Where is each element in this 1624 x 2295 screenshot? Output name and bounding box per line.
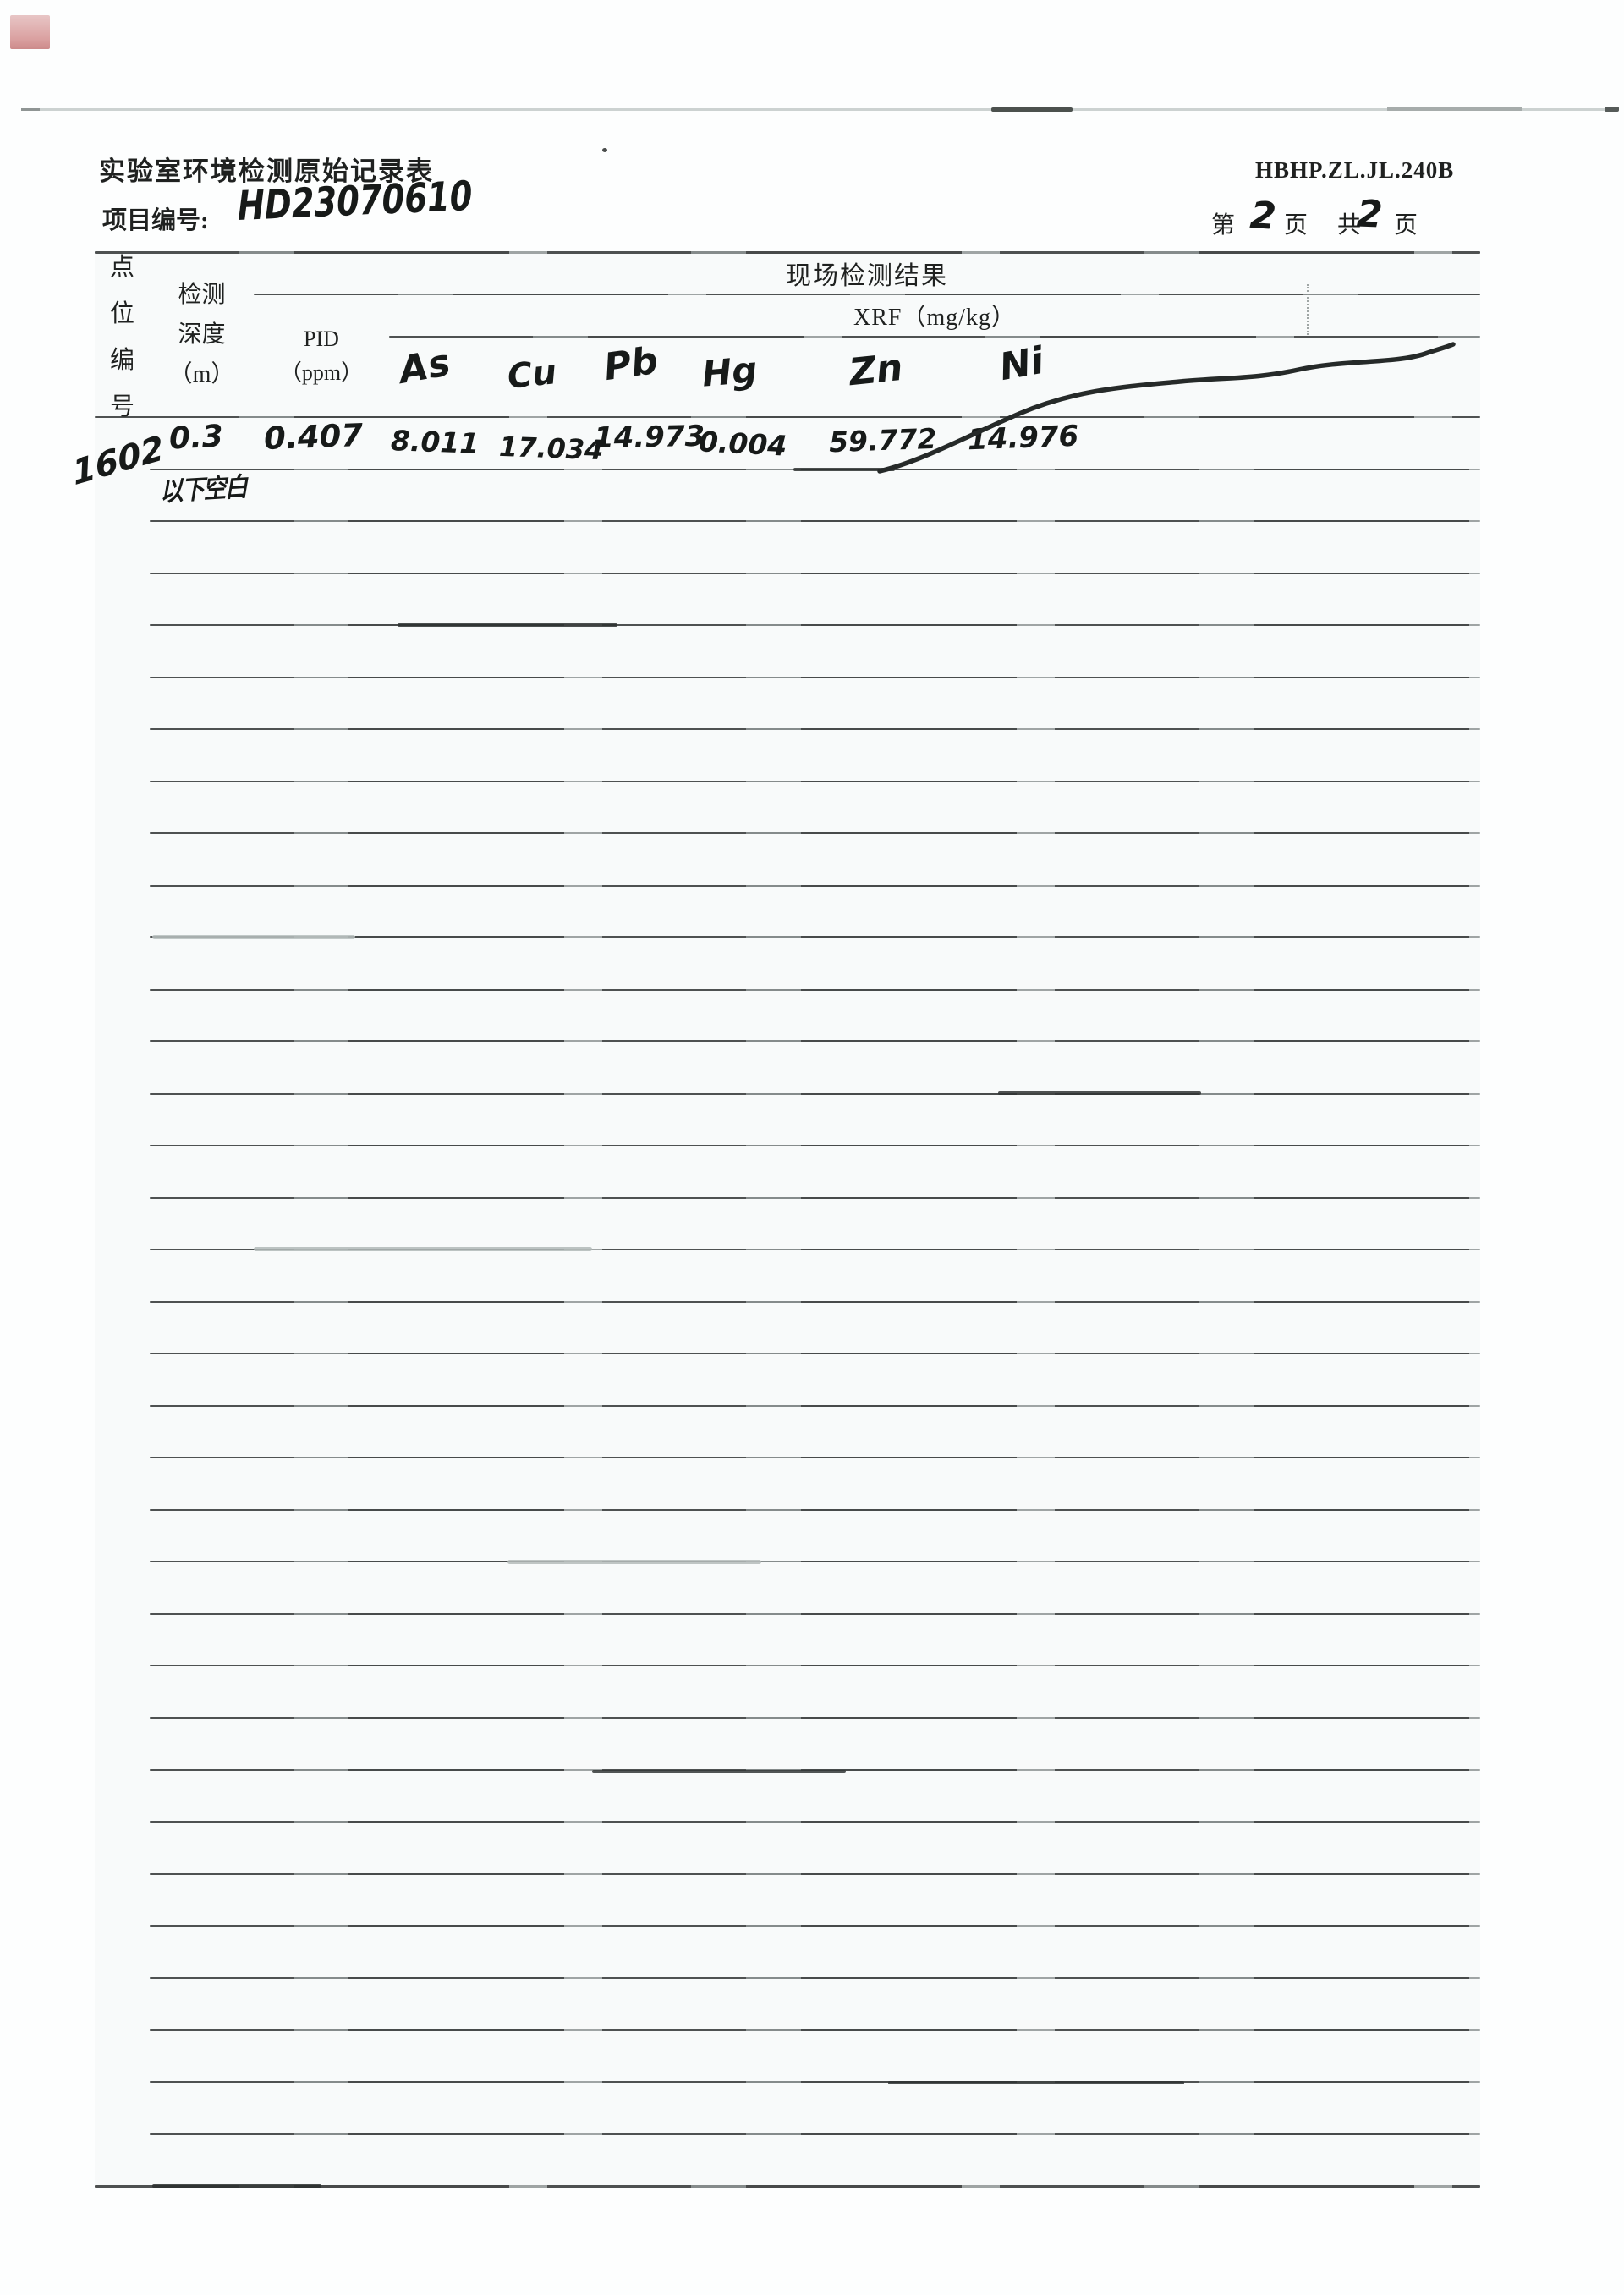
grid-hline xyxy=(150,1040,1480,1042)
grid-hline xyxy=(95,251,1480,254)
depth-value: 0.3 xyxy=(167,419,224,457)
grid-vline xyxy=(595,337,597,2186)
grid-hline xyxy=(150,728,1480,730)
element-header-as: As xyxy=(396,341,454,393)
grid-vline xyxy=(253,252,255,2186)
grid-hline xyxy=(150,884,1480,887)
grid-hline xyxy=(389,336,1480,338)
grid-vline xyxy=(1479,252,1481,2186)
grid-hline xyxy=(150,624,1480,626)
top-rule-right-tick xyxy=(1605,107,1619,112)
hg-value: 0.004 xyxy=(698,425,788,463)
grid-vline xyxy=(1193,337,1195,2186)
grid-vline xyxy=(793,337,794,2186)
grid-hline xyxy=(150,520,1480,522)
doc-code: HBHP.ZL.JL.240B xyxy=(1255,157,1455,183)
grid-hline xyxy=(150,1092,1480,1095)
grid-vline xyxy=(497,337,498,2186)
scan-speck xyxy=(602,148,607,152)
element-header-cu: Cu xyxy=(505,353,559,397)
page-title: 实验室环境检测原始记录表 xyxy=(99,156,434,186)
point-id-column-header: 点 位 编 号 xyxy=(95,252,150,420)
page-current-handwritten: 2 xyxy=(1248,193,1278,239)
scan-smudge xyxy=(152,2184,321,2188)
blank-below-note: 以下空白 xyxy=(159,471,247,508)
grid-hline xyxy=(150,1404,1480,1407)
project-number-handwritten: HD23070610 xyxy=(237,172,474,230)
grid-vline xyxy=(1400,337,1402,2186)
results-header: 现场检测结果 xyxy=(786,262,948,290)
top-rule-left-tick xyxy=(21,108,40,111)
red-corner-mark xyxy=(10,15,50,49)
as-value: 8.011 xyxy=(390,424,480,460)
project-number-label: 项目编号: xyxy=(102,207,209,234)
grid-hline xyxy=(254,294,1480,295)
grid-vline xyxy=(1080,337,1082,2186)
grid-hline xyxy=(150,1196,1480,1199)
grid-hline xyxy=(150,988,1480,991)
top-rule-gray-segment xyxy=(1387,107,1522,111)
grid-hline xyxy=(150,1665,1480,1666)
grid-hline xyxy=(150,676,1480,678)
grid-hline xyxy=(150,1145,1480,1146)
grid-vline xyxy=(149,252,151,2186)
top-rule-line xyxy=(21,108,1617,111)
grid-vline xyxy=(388,294,390,2186)
scan-smudge xyxy=(998,1091,1201,1095)
grid-hline xyxy=(150,1716,1480,1719)
element-header-hg: Hg xyxy=(700,349,760,395)
grid-hline xyxy=(150,1873,1480,1875)
grid-hline xyxy=(150,1612,1480,1615)
page-label-first: 第 xyxy=(1211,212,1236,239)
grid-hline xyxy=(150,1249,1480,1250)
page-total-handwritten: 2 xyxy=(1356,192,1384,237)
grid-hline xyxy=(95,2185,1480,2188)
page-label-last: 页 xyxy=(1394,212,1418,239)
grid-hline xyxy=(150,1353,1480,1354)
grid-hline xyxy=(150,572,1480,574)
cu-value: 17.034 xyxy=(498,430,605,467)
grid-hline xyxy=(150,832,1480,834)
grid-hline xyxy=(150,2081,1480,2083)
element-header-pb: Pb xyxy=(601,338,661,390)
pid-value: 0.407 xyxy=(263,416,364,458)
scan-smudge xyxy=(592,1770,846,1773)
scan-smudge xyxy=(508,1560,761,1564)
grid-hline xyxy=(150,1508,1480,1511)
grid-vline xyxy=(94,252,96,2186)
scan-smudge xyxy=(152,935,355,939)
pb-value: 14.973 xyxy=(593,419,705,456)
xrf-header: XRF（mg/kg） xyxy=(853,305,1017,331)
top-rule-dark-dash xyxy=(991,107,1073,112)
grid-vline xyxy=(955,337,957,2186)
point-col-char: 编 xyxy=(109,347,134,374)
grid-vline xyxy=(1307,337,1309,2186)
grid-hline xyxy=(150,1820,1480,1823)
point-col-char: 位 xyxy=(109,300,134,327)
grid-hline xyxy=(150,1457,1480,1458)
scan-smudge xyxy=(888,2081,1184,2084)
scan-smudge xyxy=(254,1247,592,1251)
grid-vline xyxy=(694,337,695,2186)
dotted-line-artifact xyxy=(1307,284,1309,335)
handwritten-curve-stroke xyxy=(877,342,1456,474)
page-label-mid: 页 共 xyxy=(1284,212,1374,239)
grid-hline xyxy=(150,1561,1480,1562)
grid-hline xyxy=(150,1977,1480,1979)
point-col-char: 号 xyxy=(109,393,134,420)
pid-column-header: PID （ppm） xyxy=(279,326,364,385)
scan-smudge xyxy=(398,623,617,627)
grid-hline xyxy=(150,1300,1480,1303)
grid-hline xyxy=(150,1924,1480,1927)
depth-column-header: 检测 深度 （m） xyxy=(168,282,235,387)
grid-hline xyxy=(150,2029,1480,2031)
grid-hline xyxy=(150,780,1480,782)
point-col-char: 点 xyxy=(109,254,134,281)
scan-smudge xyxy=(793,468,895,471)
grid-hline xyxy=(150,2133,1480,2135)
grid-hline xyxy=(150,936,1480,938)
table-background xyxy=(95,252,1480,2186)
grid-hline xyxy=(95,416,1480,418)
